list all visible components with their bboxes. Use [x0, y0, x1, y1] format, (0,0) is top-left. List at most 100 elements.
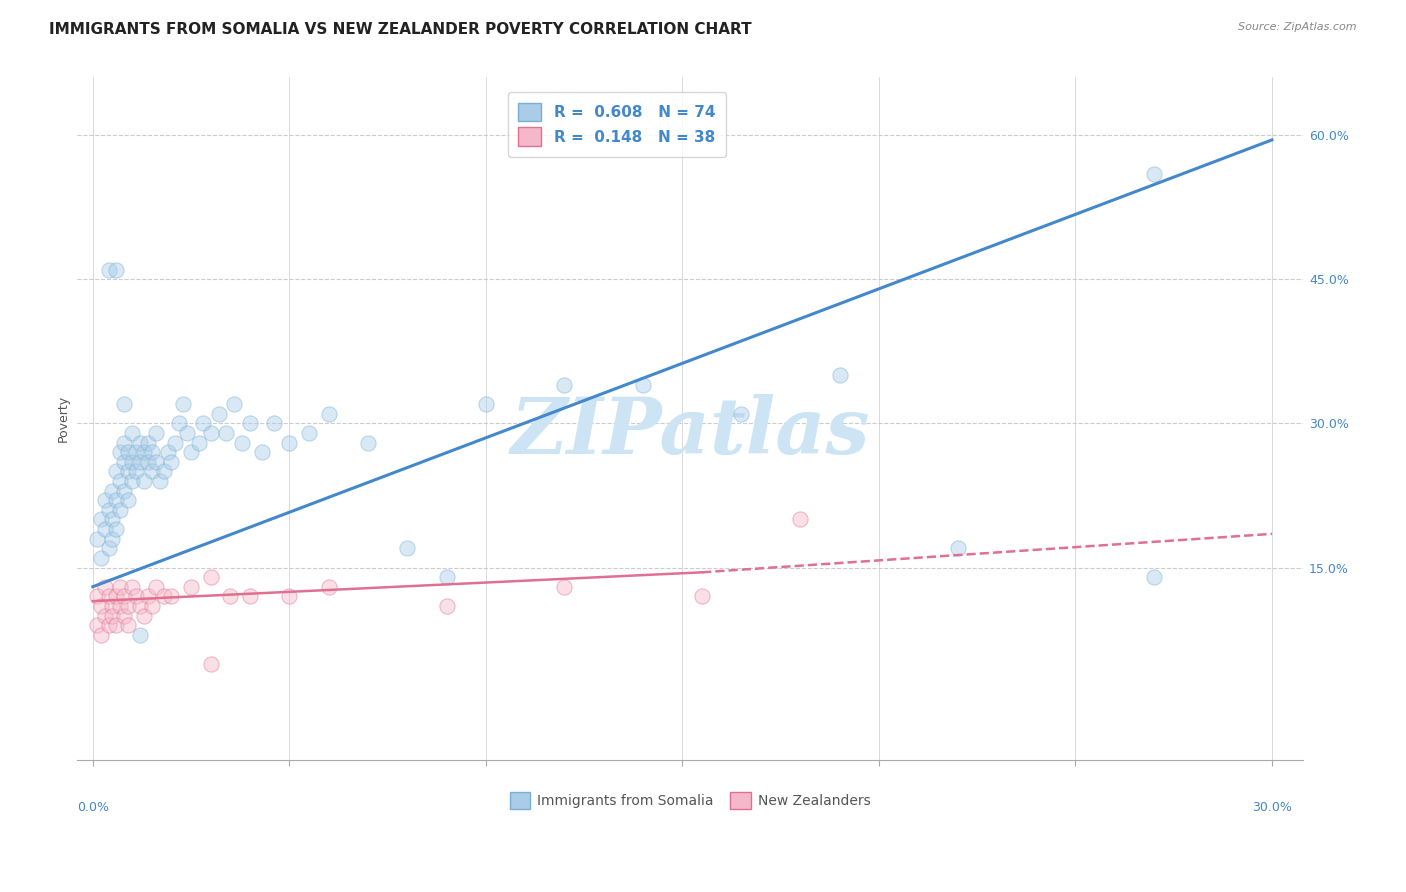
Point: [112, 590, 135, 604]
Point: [125, 464, 148, 478]
Point: [136, 435, 159, 450]
Point: [172, 397, 194, 411]
Point: [396, 541, 419, 556]
Point: [125, 590, 148, 604]
Point: [117, 464, 139, 478]
Point: [200, 425, 222, 440]
Point: [132, 474, 155, 488]
Point: [318, 580, 340, 594]
Point: [117, 599, 139, 613]
Point: [121, 580, 143, 594]
Point: [215, 425, 238, 440]
Point: [125, 445, 148, 459]
Point: [129, 455, 152, 469]
Text: 0.0%: 0.0%: [77, 801, 108, 814]
Point: [436, 599, 458, 613]
Point: [160, 590, 183, 604]
Point: [86, 590, 108, 604]
Point: [298, 425, 321, 440]
Point: [110, 580, 132, 594]
Point: [90, 628, 112, 642]
Point: [93, 493, 115, 508]
Point: [93, 522, 115, 536]
Point: [90, 512, 112, 526]
Point: [239, 417, 262, 431]
Point: [180, 445, 202, 459]
Point: [436, 570, 458, 584]
Point: [224, 397, 246, 411]
Point: [105, 493, 128, 508]
Point: [136, 590, 159, 604]
Point: [149, 474, 172, 488]
Point: [112, 483, 135, 498]
Point: [129, 435, 152, 450]
Point: [105, 590, 128, 604]
Point: [169, 417, 191, 431]
Point: [97, 618, 120, 632]
Point: [145, 580, 167, 594]
Point: [357, 435, 380, 450]
Point: [475, 397, 498, 411]
Point: [117, 618, 139, 632]
Point: [318, 407, 340, 421]
Point: [101, 532, 124, 546]
Point: [97, 503, 120, 517]
Point: [278, 590, 301, 604]
Point: [90, 550, 112, 565]
Point: [141, 599, 163, 613]
Point: [117, 493, 139, 508]
Point: [112, 435, 135, 450]
Point: [105, 262, 128, 277]
Point: [156, 445, 179, 459]
Legend: Immigrants from Somalia, New Zealanders: Immigrants from Somalia, New Zealanders: [503, 786, 876, 814]
Point: [101, 483, 124, 498]
Point: [101, 599, 124, 613]
Point: [90, 599, 112, 613]
Point: [152, 464, 174, 478]
Point: [110, 445, 132, 459]
Point: [112, 608, 135, 623]
Point: [93, 608, 115, 623]
Point: [165, 435, 187, 450]
Point: [86, 618, 108, 632]
Point: [129, 599, 152, 613]
Text: IMMIGRANTS FROM SOMALIA VS NEW ZEALANDER POVERTY CORRELATION CHART: IMMIGRANTS FROM SOMALIA VS NEW ZEALANDER…: [49, 22, 752, 37]
Point: [200, 657, 222, 671]
Point: [112, 455, 135, 469]
Point: [112, 397, 135, 411]
Point: [553, 580, 575, 594]
Point: [828, 368, 851, 383]
Point: [278, 435, 301, 450]
Point: [136, 455, 159, 469]
Point: [207, 407, 229, 421]
Y-axis label: Poverty: Poverty: [58, 395, 70, 442]
Point: [101, 512, 124, 526]
Point: [160, 455, 183, 469]
Point: [946, 541, 969, 556]
Point: [152, 590, 174, 604]
Point: [97, 262, 120, 277]
Point: [553, 378, 575, 392]
Point: [110, 474, 132, 488]
Point: [110, 599, 132, 613]
Point: [191, 417, 214, 431]
Point: [263, 417, 285, 431]
Point: [121, 474, 143, 488]
Point: [250, 445, 273, 459]
Point: [97, 541, 120, 556]
Point: [145, 455, 167, 469]
Text: Source: ZipAtlas.com: Source: ZipAtlas.com: [1239, 22, 1357, 32]
Point: [188, 435, 211, 450]
Point: [176, 425, 198, 440]
Point: [631, 378, 654, 392]
Point: [180, 580, 202, 594]
Text: 30.0%: 30.0%: [1251, 801, 1292, 814]
Point: [97, 590, 120, 604]
Point: [789, 512, 811, 526]
Point: [690, 590, 713, 604]
Text: ZIPatlas: ZIPatlas: [510, 394, 870, 470]
Point: [141, 464, 163, 478]
Point: [86, 532, 108, 546]
Point: [105, 522, 128, 536]
Point: [132, 608, 155, 623]
